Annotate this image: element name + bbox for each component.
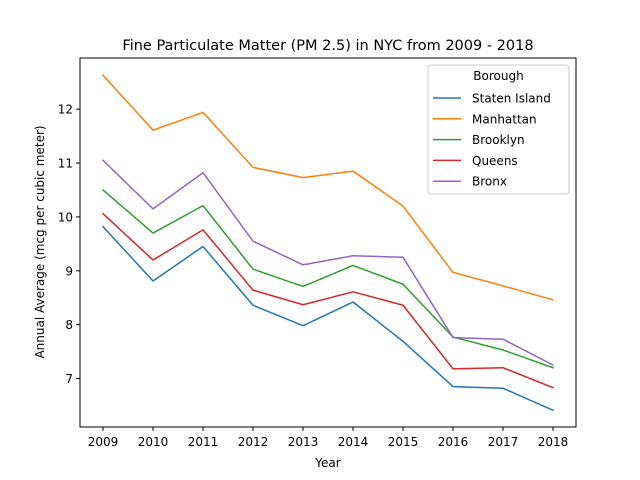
legend: Borough Staten Island Manhattan Brooklyn Qu… [427,64,570,195]
y-tick-label: 12 [58,103,73,117]
legend-title: Borough [473,69,523,83]
x-tick-label: 2018 [538,435,569,449]
legend-label: Bronx [472,175,507,189]
legend-box [427,64,570,195]
plot-frame [79,57,577,428]
y-tick-label: 9 [65,264,73,278]
chart-title: Fine Particulate Matter (PM 2.5) in NYC … [122,38,533,54]
legend-entries: Staten Island Manhattan Brooklyn Queens Bron… [433,92,551,189]
series-layer [101,74,555,412]
legend-label: Brooklyn [472,133,525,147]
x-tick-label: 2010 [138,435,169,449]
plot-area [79,57,577,428]
x-tick-label: 2012 [238,435,269,449]
x-tick-label: 2014 [338,435,369,449]
y-tick-label: 11 [58,157,73,171]
y-axis-label: Annual Average (mcg per cubic meter) [33,125,47,358]
series-line-manhattan [101,74,554,301]
legend-label: Manhattan [472,112,537,126]
y-tick-label: 8 [65,318,73,332]
legend-label: Queens [472,154,518,168]
series-line-staten-island [101,225,554,412]
series-line-bronx [101,159,555,367]
y-tick-label: 10 [58,210,73,224]
x-tick-label: 2017 [488,435,519,449]
x-tick-label: 2016 [438,435,469,449]
x-tick-label: 2009 [88,435,119,449]
y-tick-label: 7 [65,372,73,386]
series-line-queens [101,212,554,389]
y-axis: 7 8 9 10 11 12 [58,103,80,386]
x-axis: 2009 2010 2011 2012 2013 2014 2015 2016 2017 2018 [88,427,569,449]
series-line-brooklyn [101,188,554,369]
x-tick-label: 2015 [388,435,419,449]
x-tick-label: 2013 [288,435,319,449]
x-tick-label: 2011 [188,435,219,449]
legend-label: Staten Island [472,92,551,106]
x-axis-label: Year [314,456,340,470]
